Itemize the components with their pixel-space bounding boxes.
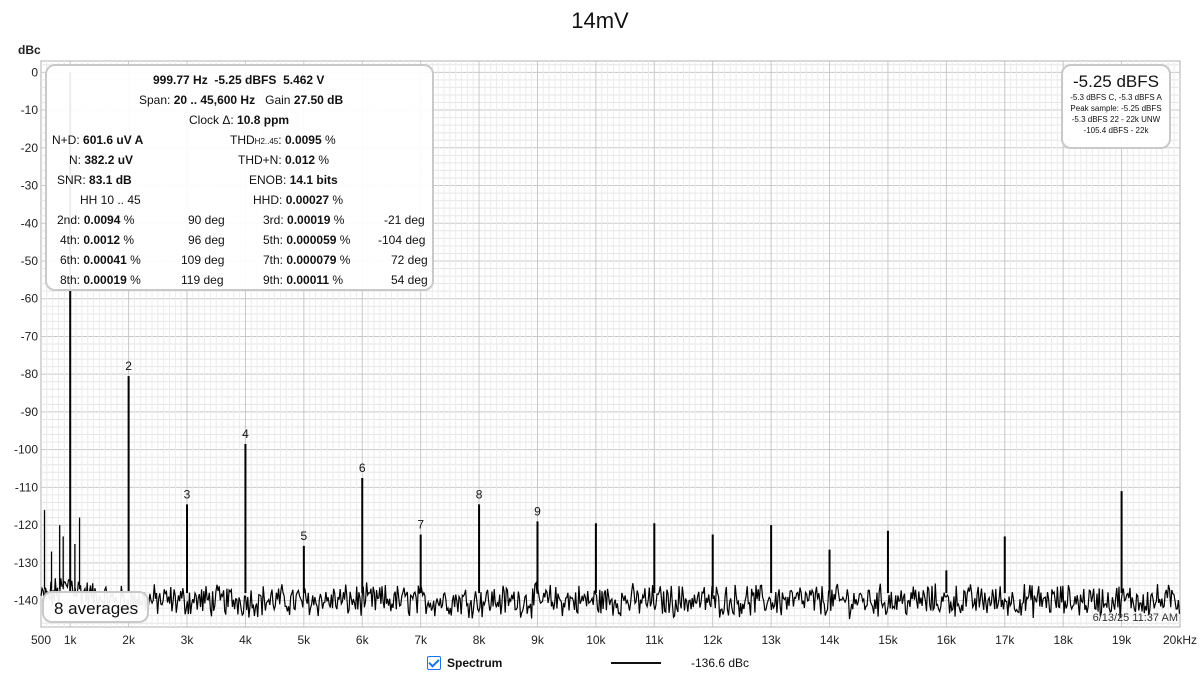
thdn-readout: THD+N: 0.012 %: [238, 153, 330, 167]
measurement-panel: 999.77 Hz -5.25 dBFS 5.462 V Span: 20 ..…: [45, 64, 434, 291]
x-tick-label: 1k: [64, 633, 78, 647]
enob-readout: ENOB: 14.1 bits: [249, 173, 338, 187]
harmonic-9th: 9th: 0.00011 %: [263, 273, 344, 287]
level-dbfs: -5.25 dBFS: [1073, 72, 1159, 91]
y-tick-label: -70: [21, 329, 39, 343]
x-tick-label: 500: [31, 633, 51, 647]
level-detail-3: -5.3 dBFS 22 - 22k UNW: [1071, 115, 1161, 124]
y-tick-label: -10: [21, 103, 39, 117]
harmonic-5th: 5th: 0.000059 %: [263, 233, 351, 247]
thd-readout: THDH2..45: 0.0095 %: [230, 133, 336, 147]
legend-value: -136.6 dBc: [691, 656, 750, 670]
spectrum-checkbox[interactable]: [427, 656, 441, 670]
timestamp: 6/13/25 11:37 AM: [1092, 612, 1178, 624]
harmonic-2nd: 2nd: 0.0094 %: [57, 213, 135, 227]
x-axis: 500 1k 2k 3k 4k 5k 6k 7k 8k 9k 10k 11k 12k 13k 14k 15k 1…: [31, 633, 1197, 647]
y-tick-label: -130: [14, 556, 38, 570]
harmonic-labels: 2 3 4 5 6 7 8 9: [125, 359, 541, 543]
x-tick-label: 9k: [531, 633, 545, 647]
y-tick-label: -80: [21, 367, 39, 381]
harmonic-8th: 8th: 0.00019 %: [60, 273, 141, 287]
span-gain-readout: Span: 20 .. 45,600 Hz Gain 27.50 dB: [139, 93, 344, 107]
harmonic-2nd-phase: 90 deg: [188, 213, 225, 227]
spectrum-trace: [40, 72, 1181, 620]
hh-readout: HH 10 .. 45: [80, 193, 141, 207]
x-tick-label: 10k: [586, 633, 606, 647]
averages-badge: 8 averages: [42, 591, 149, 623]
harmonic-number-label: 5: [301, 529, 308, 543]
harmonic-number-label: 4: [242, 427, 249, 441]
noise-floor-trace: [40, 578, 1181, 620]
x-tick-label: 2k: [122, 633, 136, 647]
harmonic-number-label: 7: [417, 518, 424, 532]
x-tick-label: 13k: [761, 633, 781, 647]
x-tick-label: 4k: [239, 633, 253, 647]
level-detail-1: -5.3 dBFS C, -5.3 dBFS A: [1070, 93, 1162, 102]
snr-readout: SNR: 83.1 dB: [57, 173, 132, 187]
x-tick-label: 11k: [645, 633, 664, 647]
y-tick-label: -120: [14, 518, 38, 532]
level-detail-4: -105.4 dBFS - 22k: [1083, 126, 1149, 135]
harmonic-5th-phase: -104 deg: [378, 233, 426, 247]
x-tick-label: 14k: [820, 633, 840, 647]
legend-line-swatch: [611, 662, 661, 664]
harmonic-7th: 7th: 0.000079 %: [263, 253, 351, 267]
x-tick-label: 16k: [937, 633, 957, 647]
y-tick-label: -110: [15, 480, 38, 494]
y-tick-label: -30: [21, 179, 39, 193]
harmonic-4th-phase: 96 deg: [188, 233, 225, 247]
harmonic-number-label: 2: [125, 359, 132, 373]
y-tick-label: -60: [21, 292, 39, 306]
harmonic-number-label: 6: [359, 461, 366, 475]
x-tick-label: 18k: [1053, 633, 1073, 647]
harmonic-3rd: 3rd: 0.00019 %: [263, 213, 345, 227]
level-panel: -5.25 dBFS -5.3 dBFS C, -5.3 dBFS A Peak…: [1061, 64, 1171, 149]
y-tick-label: 0: [31, 65, 38, 79]
harmonic-number-label: 3: [184, 487, 191, 501]
y-axis-label: dBc: [18, 43, 41, 57]
clock-readout: Clock Δ: 10.8 ppm: [189, 113, 290, 127]
n-readout: N: 382.2 uV: [69, 153, 134, 167]
chart-title: 14mV: [571, 8, 629, 33]
harmonic-9th-phase: 54 deg: [391, 273, 428, 287]
hhd-readout: HHD: 0.00027 %: [253, 193, 344, 207]
y-axis: 0 -10 -20 -30 -40 -50 -60 -70 -80 -90 -100 -110 -120…: [14, 65, 38, 607]
y-tick-label: -50: [21, 254, 39, 268]
harmonic-number-label: 8: [476, 487, 483, 501]
legend-label: Spectrum: [447, 656, 503, 670]
harmonic-8th-phase: 119 deg: [181, 273, 224, 287]
x-tick-label: 12k: [703, 633, 723, 647]
fundamental-readout: 999.77 Hz -5.25 dBFS 5.462 V: [153, 73, 325, 87]
x-tick-label: 15k: [878, 633, 898, 647]
harmonic-4th: 4th: 0.0012 %: [60, 233, 135, 247]
x-tick-label: 5k: [298, 633, 312, 647]
harmonic-6th: 6th: 0.00041 %: [60, 253, 141, 267]
x-tick-label: 3k: [181, 633, 195, 647]
x-tick-label: 17k: [995, 633, 1015, 647]
x-tick-label: 7k: [414, 633, 428, 647]
x-tick-label: 19k: [1112, 633, 1132, 647]
y-tick-label: -40: [21, 216, 39, 230]
harmonic-3rd-phase: -21 deg: [384, 213, 425, 227]
x-tick-label: 8k: [473, 633, 487, 647]
harmonic-7th-phase: 72 deg: [391, 253, 428, 267]
y-tick-label: -90: [21, 405, 39, 419]
y-tick-label: -140: [14, 594, 38, 608]
y-tick-label: -20: [21, 141, 39, 155]
x-tick-label: 6k: [356, 633, 370, 647]
nd-readout: N+D: 601.6 uV A: [52, 133, 144, 147]
y-tick-label: -100: [14, 443, 38, 457]
harmonic-6th-phase: 109 deg: [181, 253, 225, 267]
harmonic-number-label: 9: [534, 504, 541, 518]
x-tick-label: 20kHz: [1163, 633, 1197, 647]
level-detail-2: Peak sample: -5.25 dBFS: [1070, 104, 1162, 113]
